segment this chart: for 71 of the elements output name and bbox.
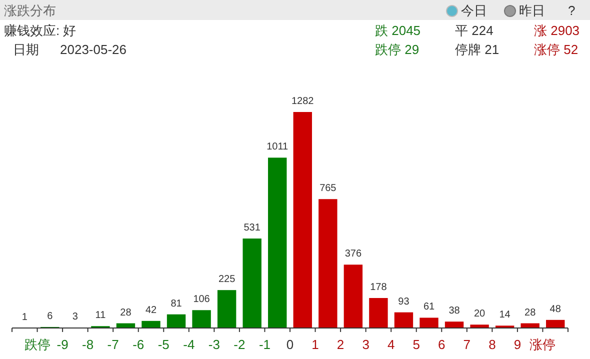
data-label: 81 — [170, 298, 182, 310]
data-label: 28 — [120, 307, 132, 318]
data-label: 178 — [370, 282, 388, 294]
x-tick-label: 3 — [362, 337, 370, 352]
text: 涨停 52 — [534, 42, 578, 57]
x-tick-label: -2 — [234, 337, 246, 352]
data-label: 3 — [72, 311, 78, 322]
text: 今日 — [461, 3, 487, 18]
x-tick-label: 0 — [286, 337, 294, 352]
x-tick-label: 6 — [438, 337, 446, 352]
text: ? — [568, 3, 576, 18]
text: 平 224 — [455, 23, 494, 38]
bar — [192, 310, 211, 328]
x-tick-label: 8 — [488, 337, 496, 352]
bar — [420, 318, 438, 328]
data-label: 14 — [499, 310, 511, 321]
bar — [470, 324, 489, 328]
bar — [546, 320, 565, 328]
text: 跌停 29 — [375, 42, 420, 57]
bar — [293, 112, 312, 328]
bar — [217, 290, 236, 328]
bar — [142, 320, 160, 328]
text: 2023-05-26 — [60, 42, 126, 57]
bar — [344, 264, 363, 328]
data-label: 1282 — [292, 96, 314, 107]
x-tick-label: 跌停 — [24, 337, 50, 352]
bar — [369, 298, 388, 328]
data-label: 48 — [550, 304, 562, 315]
data-label: 93 — [398, 296, 410, 308]
data-label: 376 — [344, 248, 362, 260]
data-label: 61 — [423, 302, 435, 313]
x-tick-label: -8 — [82, 337, 94, 352]
data-label: 6 — [47, 310, 54, 322]
data-label: 11 — [95, 310, 106, 322]
x-tick-label: -7 — [107, 337, 119, 352]
x-tick-label: -4 — [183, 337, 195, 352]
data-label: 42 — [145, 304, 157, 316]
x-tick-label: 1 — [312, 337, 319, 352]
x-tick-label: -5 — [158, 337, 170, 352]
x-tick-label: 9 — [514, 337, 522, 352]
data-label: 765 — [320, 183, 337, 194]
bar — [444, 322, 464, 328]
text: 昨日 — [519, 3, 545, 18]
x-tick-label: 5 — [412, 337, 420, 352]
text: 日期 — [13, 42, 39, 57]
data-label: 38 — [448, 306, 460, 317]
data-label: 1 — [22, 312, 28, 323]
chart-title: 涨跌分布 — [4, 3, 56, 18]
x-tick-label: 4 — [387, 337, 395, 352]
x-tick-label: -9 — [56, 337, 68, 352]
data-label: 531 — [244, 222, 261, 234]
bar — [242, 238, 262, 328]
text: 涨 2903 — [534, 23, 580, 38]
x-tick-label: -1 — [258, 337, 271, 352]
bar — [394, 312, 414, 328]
data-label: 225 — [218, 274, 236, 286]
data-label: 28 — [524, 307, 536, 318]
bar — [268, 158, 287, 328]
text: 跌 2045 — [375, 23, 421, 38]
x-tick-label: -6 — [132, 337, 144, 352]
bar — [318, 199, 338, 328]
bar — [166, 314, 186, 328]
x-tick-label: 2 — [336, 337, 344, 352]
x-tick-label: 7 — [463, 337, 471, 352]
data-label: 106 — [193, 294, 210, 306]
text: 停牌 21 — [455, 42, 500, 57]
x-tick-label: -3 — [208, 337, 220, 352]
text: 赚钱效应: 好 — [4, 23, 76, 38]
x-tick-label: 涨停 — [530, 337, 556, 352]
data-label: 20 — [474, 308, 486, 320]
data-label: 1011 — [266, 142, 289, 153]
